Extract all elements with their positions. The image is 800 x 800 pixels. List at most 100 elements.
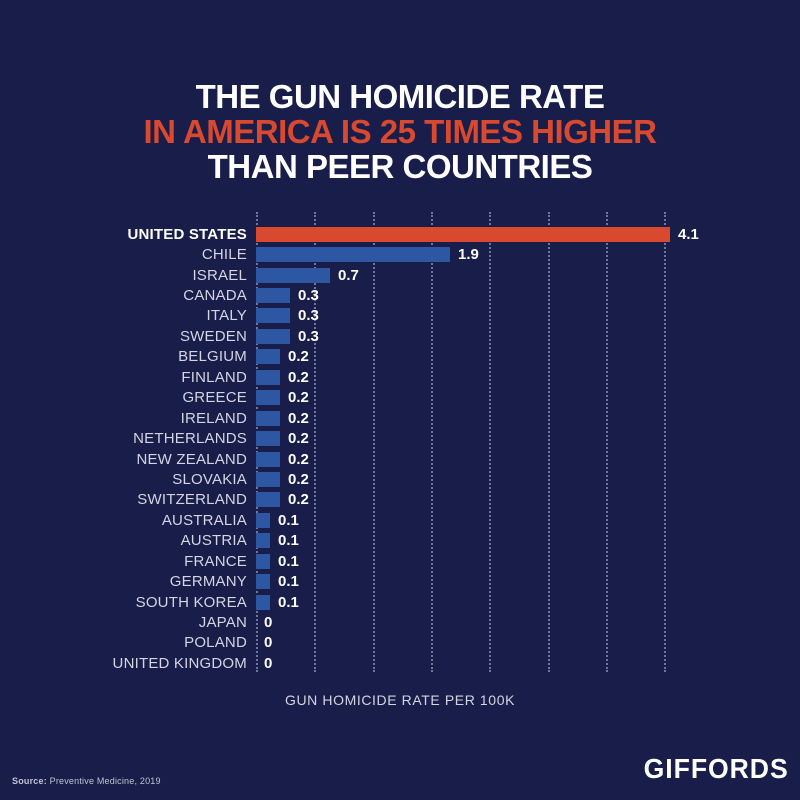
value-label: 0.3 [298,307,319,325]
source-note: Source: Preventive Medicine, 2019 [12,776,161,786]
gridline [664,212,667,672]
value-label: 0.2 [288,368,309,386]
value-label: 0.2 [288,389,309,407]
x-axis-label: GUN HOMICIDE RATE PER 100K [284,692,516,708]
chart-row: GERMANY 0.1 [0,571,800,591]
bar [256,369,280,385]
category-label: IRELAND [180,409,247,427]
bar [256,594,270,610]
category-label: ITALY [206,307,247,325]
category-label: SWEDEN [179,327,247,345]
chart-row: UNITED STATES 4.1 [0,224,800,244]
chart-row: SWITZERLAND 0.2 [0,490,800,510]
chart-row: POLAND 0 [0,633,800,653]
gridline [430,212,433,672]
category-label: CANADA [183,287,247,305]
bar [256,288,290,304]
chart-row: IRELAND 0.2 [0,408,800,428]
category-label: UNITED KINGDOM [112,654,247,672]
category-label: FRANCE [184,552,247,570]
category-label: BELGIUM [178,348,247,366]
bar [256,349,280,365]
value-label: 0 [264,654,273,672]
chart-title: THE GUN HOMICIDE RATE IN AMERICA IS 25 T… [0,79,800,184]
value-label: 0.2 [288,430,309,448]
category-label: SWITZERLAND [137,491,247,509]
value-label: 1.9 [458,246,479,264]
value-label: 0 [264,614,273,632]
bar [256,247,450,263]
category-label: FINLAND [181,368,247,386]
gridline [314,212,317,672]
value-label: 0.1 [278,593,299,611]
chart-row: JAPAN 0 [0,612,800,632]
value-label: 0.2 [288,348,309,366]
value-label: 0.3 [298,287,319,305]
value-label: 0.1 [278,511,299,529]
value-label: 0.1 [278,532,299,550]
chart-row: FRANCE 0.1 [0,551,800,571]
bar [256,533,270,549]
title-line-1: THE GUN HOMICIDE RATE [195,78,605,115]
chart-row: AUSTRIA 0.1 [0,531,800,551]
source-text: Preventive Medicine, 2019 [46,776,161,786]
chart-row: CANADA 0.3 [0,285,800,305]
bar [256,471,280,487]
gridline [547,212,550,672]
giffords-logo: GIFFORDS [643,753,789,784]
category-label: JAPAN [198,614,247,632]
chart-row: AUSTRALIA 0.1 [0,510,800,530]
category-label: ISRAEL [192,266,247,284]
category-label: UNITED STATES [127,225,247,243]
bar [256,553,270,569]
chart-row: SLOVAKIA 0.2 [0,469,800,489]
category-label: NETHERLANDS [133,430,247,448]
bar [256,574,270,590]
category-label: AUSTRALIA [161,511,247,529]
chart-row: UNITED KINGDOM 0 [0,653,800,673]
value-label: 0.2 [288,409,309,427]
bar [256,308,290,324]
category-label: GREECE [182,389,247,407]
gridline [605,212,608,672]
bar [256,492,280,508]
category-label: POLAND [184,634,247,652]
title-line-2: IN AMERICA IS 25 TIMES HIGHER [143,113,657,150]
value-label: 0.7 [338,266,359,284]
chart-row: SWEDEN 0.3 [0,326,800,346]
chart-row: BELGIUM 0.2 [0,347,800,367]
value-label: 0.2 [288,450,309,468]
chart-row: GREECE 0.2 [0,388,800,408]
value-label: 0 [264,634,273,652]
bar [256,328,290,344]
bar-highlight [256,226,670,242]
category-label: CHILE [201,246,247,264]
bar [256,451,280,467]
bar [256,390,280,406]
category-label: GERMANY [169,573,247,591]
category-label: SLOVAKIA [172,470,247,488]
value-label: 0.2 [288,470,309,488]
bar [256,410,280,426]
value-label: 0.1 [278,552,299,570]
value-label: 0.3 [298,327,319,345]
chart-row: NEW ZEALAND 0.2 [0,449,800,469]
category-label: SOUTH KOREA [135,593,247,611]
chart-row: CHILE 1.9 [0,244,800,264]
category-label: NEW ZEALAND [136,450,247,468]
chart-row: ITALY 0.3 [0,306,800,326]
source-label: Source: [12,776,47,786]
bar-chart: UNITED STATES 4.1 CHILE 1.9 ISRAEL 0.7 CANADA 0… [0,224,800,674]
category-label: AUSTRIA [180,532,247,550]
chart-row: ISRAEL 0.7 [0,265,800,285]
value-label: 4.1 [678,225,699,243]
chart-row: FINLAND 0.2 [0,367,800,387]
chart-row: NETHERLANDS 0.2 [0,428,800,448]
value-label: 0.1 [278,573,299,591]
gridline [372,212,375,672]
bar [256,512,270,528]
bar [256,431,280,447]
bar [256,267,330,283]
gridline [489,212,492,672]
